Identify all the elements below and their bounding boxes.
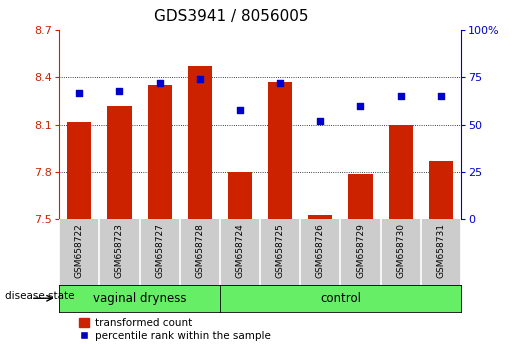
Point [236,107,244,113]
Text: GSM658725: GSM658725 [276,223,285,278]
Bar [349,174,372,219]
Bar [429,161,453,219]
Bar [188,67,212,219]
Text: control: control [320,292,361,305]
Text: vaginal dryness: vaginal dryness [93,292,186,305]
Text: GDS3941 / 8056005: GDS3941 / 8056005 [154,9,309,24]
Point [316,118,324,124]
Point [156,80,164,86]
Point [75,90,83,96]
Text: GSM658731: GSM658731 [436,223,445,278]
Text: GSM658726: GSM658726 [316,223,325,278]
Bar [228,172,252,219]
Legend: transformed count, percentile rank within the sample: transformed count, percentile rank withi… [75,314,274,345]
Point [356,103,365,109]
Text: GSM658727: GSM658727 [155,223,164,278]
Text: GSM658723: GSM658723 [115,223,124,278]
Text: disease state: disease state [5,291,75,302]
Bar [308,215,332,219]
Point [276,80,284,86]
Bar [148,85,171,219]
Bar [268,82,292,219]
Text: GSM658728: GSM658728 [195,223,204,278]
Text: GSM658729: GSM658729 [356,223,365,278]
Bar [67,122,91,219]
Text: GSM658724: GSM658724 [235,223,245,278]
Bar [108,106,131,219]
Point [437,93,445,99]
Text: GSM658722: GSM658722 [75,223,84,278]
Text: GSM658730: GSM658730 [396,223,405,278]
Point [397,93,405,99]
Bar [389,125,413,219]
Point [115,88,124,93]
Point [196,76,204,82]
